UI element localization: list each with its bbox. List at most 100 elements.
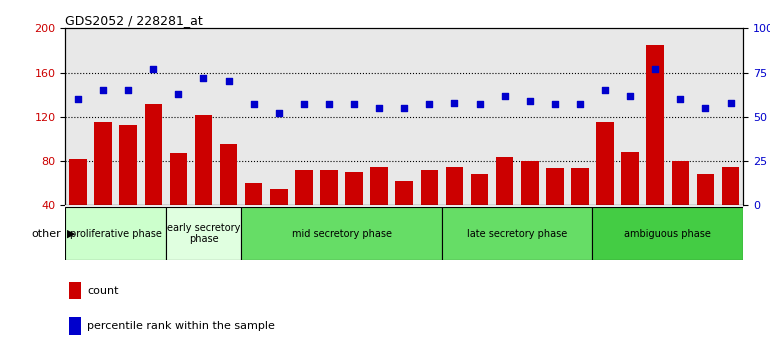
Point [298,102,310,107]
Text: ▶: ▶ [67,229,75,239]
Text: GSM109823: GSM109823 [651,205,660,256]
Text: percentile rank within the sample: percentile rank within the sample [87,321,275,331]
Text: GSM109819: GSM109819 [625,205,634,256]
Bar [496,156,514,250]
Text: GSM109827: GSM109827 [324,205,333,256]
Bar [521,161,538,250]
Text: count: count [87,286,119,296]
Text: GSM109824: GSM109824 [249,205,258,256]
Bar [420,170,438,250]
Text: GSM109820: GSM109820 [174,205,183,256]
Point [474,102,486,107]
Bar [596,122,614,250]
Text: GSM109839: GSM109839 [575,205,584,256]
Point [699,105,711,111]
Point [122,87,134,93]
Text: GSM109829: GSM109829 [375,205,383,256]
Text: GSM109840: GSM109840 [726,205,735,256]
Text: GSM109814: GSM109814 [73,205,82,256]
Bar [592,207,743,260]
Text: GSM109818: GSM109818 [601,205,610,256]
Bar [546,168,564,250]
Point [323,102,335,107]
Text: GSM109823: GSM109823 [651,205,660,256]
Text: GSM109830: GSM109830 [400,205,409,256]
Point [549,102,561,107]
Bar [119,125,137,250]
Text: GSM109828: GSM109828 [350,205,359,256]
Text: GSM109837: GSM109837 [525,205,534,256]
Bar [219,144,237,250]
Text: GSM109832: GSM109832 [676,205,685,256]
Text: GSM109838: GSM109838 [551,205,559,256]
Text: GSM109825: GSM109825 [274,205,283,256]
Point [424,102,436,107]
Text: GSM109815: GSM109815 [99,205,108,256]
Point [97,87,109,93]
Text: GSM109838: GSM109838 [551,205,559,256]
Point [273,110,285,116]
Point [72,96,84,102]
Bar [69,282,81,299]
Text: GSM109835: GSM109835 [475,205,484,256]
Point [147,66,159,72]
Text: mid secretory phase: mid secretory phase [292,229,391,239]
Text: GSM109837: GSM109837 [525,205,534,256]
Text: GSM109828: GSM109828 [350,205,359,256]
Text: GSM109836: GSM109836 [500,205,509,256]
Point [725,100,737,105]
Text: GSM109822: GSM109822 [224,205,233,256]
Text: GDS2052 / 228281_at: GDS2052 / 228281_at [65,14,203,27]
Bar [65,207,166,260]
Bar [241,207,442,260]
Bar [245,183,263,250]
Text: GSM109820: GSM109820 [174,205,183,256]
Bar [345,172,363,250]
Point [448,100,460,105]
Text: GSM109819: GSM109819 [625,205,634,256]
Point [524,98,536,104]
Point [398,105,410,111]
Point [348,102,360,107]
Point [247,102,259,107]
Bar [470,175,488,250]
Point [197,75,209,81]
Text: GSM109835: GSM109835 [475,205,484,256]
Text: GSM109815: GSM109815 [99,205,108,256]
Text: ambiguous phase: ambiguous phase [624,229,711,239]
Bar [647,45,664,250]
Bar [442,207,592,260]
Bar [94,122,112,250]
Bar [270,189,287,250]
Text: GSM109822: GSM109822 [224,205,233,256]
Text: GSM109817: GSM109817 [149,205,158,256]
Text: GSM109834: GSM109834 [450,205,459,256]
Text: GSM109826: GSM109826 [300,205,308,256]
Text: GSM109832: GSM109832 [676,205,685,256]
Bar [446,167,464,250]
Bar [396,181,413,250]
Bar [166,207,241,260]
Bar [621,152,639,250]
Bar [671,161,689,250]
Text: GSM109840: GSM109840 [726,205,735,256]
Text: GSM109817: GSM109817 [149,205,158,256]
Text: GSM109825: GSM109825 [274,205,283,256]
Bar [145,104,162,250]
Text: GSM109816: GSM109816 [124,205,132,256]
Text: GSM109834: GSM109834 [450,205,459,256]
Point [675,96,687,102]
Point [574,102,586,107]
Point [172,91,185,97]
Bar [169,153,187,250]
Text: GSM109827: GSM109827 [324,205,333,256]
Bar [195,115,213,250]
Point [649,66,661,72]
Text: GSM109826: GSM109826 [300,205,308,256]
Bar [721,167,739,250]
Text: proliferative phase: proliferative phase [70,229,162,239]
Text: GSM109824: GSM109824 [249,205,258,256]
Bar [320,170,338,250]
Text: GSM109814: GSM109814 [73,205,82,256]
Point [373,105,385,111]
